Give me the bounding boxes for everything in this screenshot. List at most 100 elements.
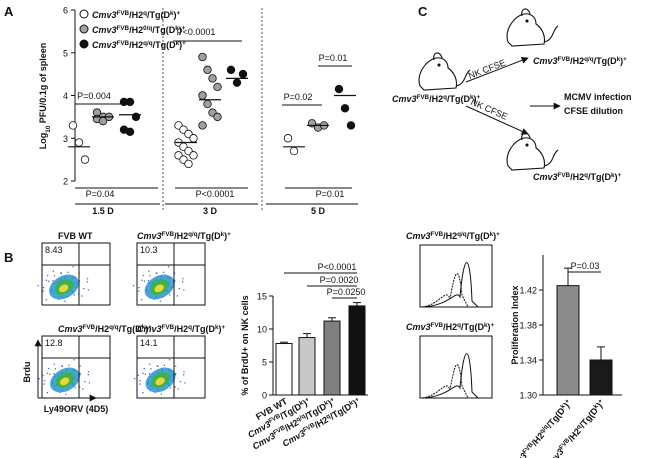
x-tick-label: 1.5 D bbox=[92, 206, 114, 216]
histogram-title-part: + bbox=[496, 231, 500, 238]
histogram-title-part: k bbox=[484, 322, 488, 329]
diagram-source-part: FVB bbox=[417, 94, 430, 101]
flow-event bbox=[167, 266, 170, 268]
diagram-target-part: Cmv3 bbox=[533, 56, 558, 66]
legend-label-part: FVB bbox=[117, 10, 130, 17]
y-axis-label-part: Log bbox=[38, 133, 48, 150]
histogram-title: Cmv3FVB/H2q/Tg(Dk)+ bbox=[406, 322, 495, 333]
y-tick-label: 15 bbox=[257, 292, 267, 302]
flow-event bbox=[52, 270, 54, 272]
p-value: P=0.01 bbox=[319, 53, 348, 63]
flow-title-part: q bbox=[188, 324, 192, 331]
histogram-title-part: /Tg(D bbox=[467, 231, 490, 241]
data-point bbox=[213, 82, 222, 92]
mouse-ear bbox=[433, 52, 443, 61]
flow-event bbox=[147, 280, 150, 282]
flow-event bbox=[87, 374, 89, 376]
x-tick-label-part: k bbox=[559, 402, 567, 410]
y-axis-label: Proliferation Index bbox=[510, 285, 520, 364]
p-value: P<0.0001 bbox=[196, 189, 235, 199]
legend-label-part: + bbox=[177, 10, 181, 17]
legend-label-part: ) bbox=[174, 10, 177, 20]
flow-event bbox=[37, 285, 39, 287]
x-tick-label-part: k bbox=[323, 399, 330, 407]
readout: MCMV infection bbox=[564, 92, 632, 102]
p-value: P=0.01 bbox=[316, 189, 345, 199]
flow-title-part: FVB bbox=[162, 324, 175, 331]
y-tick-label: 3 bbox=[63, 134, 68, 144]
flow-event bbox=[138, 286, 140, 289]
flow-event bbox=[137, 374, 140, 376]
legend-label: Cmv3FVB/H20/q/Tg(Dk)+ bbox=[92, 25, 186, 36]
legend-label-part: + bbox=[182, 40, 186, 47]
mouse-eye bbox=[525, 19, 529, 23]
flow-event bbox=[86, 281, 88, 283]
flow-event bbox=[150, 368, 152, 370]
legend-label-part: k bbox=[176, 40, 180, 47]
flow-title-part: k bbox=[221, 231, 225, 238]
flow-title-part: FVB WT bbox=[58, 231, 93, 241]
histogram-title-part: ) bbox=[493, 231, 496, 241]
flow-event bbox=[177, 388, 179, 390]
flow-title-part: /Tg(D bbox=[198, 231, 221, 241]
flow-event bbox=[53, 275, 56, 277]
data-point bbox=[98, 116, 108, 126]
data-point bbox=[198, 121, 207, 130]
flow-event bbox=[139, 383, 141, 385]
x-tick-label-part: + bbox=[596, 397, 604, 405]
histogram-title-part: FVB bbox=[431, 322, 444, 329]
data-point bbox=[334, 84, 344, 94]
flow-event bbox=[170, 387, 172, 389]
legend-label-part: Cmv3 bbox=[92, 40, 117, 50]
x-tick-label-part: q/q bbox=[295, 412, 307, 423]
diagram-target-part: /Tg(D bbox=[588, 172, 611, 182]
mouse-ear bbox=[521, 132, 531, 141]
flow-event bbox=[41, 281, 43, 283]
quadrant-percent: 10.3 bbox=[140, 245, 158, 255]
flow-title-part: Cmv3 bbox=[137, 324, 162, 334]
flow-event bbox=[79, 372, 81, 375]
diagram-source: Cmv3FVB/H2q/Tg(Dk)+ bbox=[392, 94, 481, 105]
x-tick-label: 5 D bbox=[311, 206, 326, 216]
data-point bbox=[184, 159, 193, 169]
y-tick-label: 5 bbox=[262, 358, 267, 368]
histogram-title-part: ) bbox=[488, 322, 491, 332]
flow-event bbox=[183, 371, 185, 373]
quadrant-percent: 8.43 bbox=[45, 245, 63, 255]
diagram-source-part: + bbox=[477, 94, 481, 101]
legend-label-part: /Tg(D bbox=[152, 25, 175, 35]
bar bbox=[589, 359, 613, 396]
flow-event bbox=[53, 373, 55, 375]
flow-event bbox=[60, 272, 62, 274]
flow-event bbox=[183, 374, 185, 376]
histogram-trace bbox=[421, 353, 490, 399]
histogram-title-part: q/q bbox=[457, 231, 467, 238]
p-value: P<0.0001 bbox=[318, 262, 357, 272]
y-tick-label: 5 bbox=[63, 48, 68, 58]
diagram-source-part: /Tg(D bbox=[447, 94, 470, 104]
mouse-body bbox=[418, 57, 458, 91]
flow-event bbox=[160, 393, 163, 395]
flow-title: Cmv3FVB/H2q/q/Tg(Dk)+ bbox=[137, 231, 231, 242]
legend-marker bbox=[79, 24, 89, 34]
p-value: P<0.0001 bbox=[177, 27, 216, 37]
diagram-target-part: q bbox=[584, 172, 588, 179]
p-value: P=0.0250 bbox=[327, 287, 366, 297]
diagram-target-part: ) bbox=[620, 56, 623, 66]
p-value: P=0.0020 bbox=[320, 275, 359, 285]
legend-marker bbox=[79, 39, 89, 49]
flow-event bbox=[174, 372, 177, 375]
flow-title: Cmv3FVB/H2q/q/Tg(Dk)+ bbox=[58, 324, 152, 335]
x-tick-label: 3 D bbox=[203, 206, 218, 216]
flow-title-part: ) bbox=[145, 324, 148, 334]
flow-event bbox=[148, 270, 150, 272]
flow-title-part: /H2 bbox=[174, 324, 188, 334]
legend-label-part: /H2 bbox=[129, 40, 143, 50]
legend-label: Cmv3FVB/H2q/q/Tg(Dk)+ bbox=[92, 40, 186, 51]
legend-label: Cmv3FVB/H2q/Tg(Dk)+ bbox=[92, 10, 181, 21]
flow-event bbox=[52, 280, 54, 282]
flow-event bbox=[68, 364, 70, 366]
y-tick-label: 1.38 bbox=[519, 321, 537, 331]
x-tick-label-part: k bbox=[298, 399, 305, 407]
flow-title-part: /H2 bbox=[174, 231, 188, 241]
